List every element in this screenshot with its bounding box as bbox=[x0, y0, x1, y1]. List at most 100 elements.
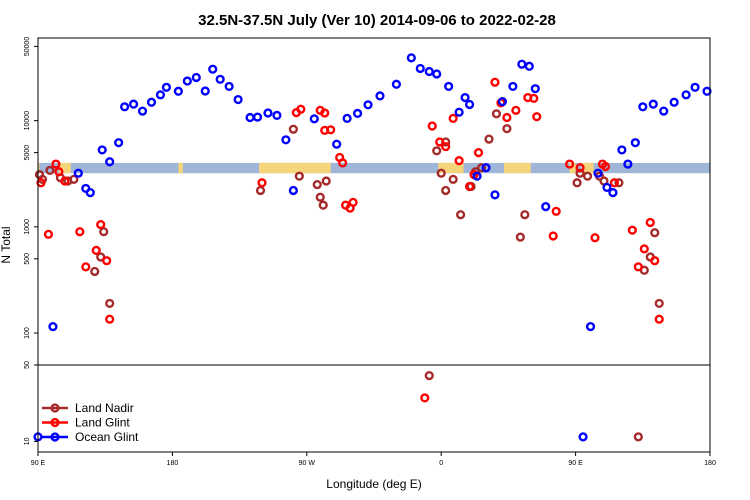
ocean-glint-point bbox=[490, 190, 500, 200]
ocean-glint-point bbox=[281, 135, 291, 145]
ocean-glint-point bbox=[415, 63, 425, 74]
ocean-glint-point bbox=[208, 64, 218, 74]
x-axis-label: Longitude (deg E) bbox=[326, 477, 421, 491]
x-tick-label: 180 bbox=[704, 460, 716, 467]
land-glint-point bbox=[454, 156, 464, 166]
land-glint-point bbox=[575, 163, 585, 173]
x-tick-label: 90 E bbox=[31, 460, 46, 467]
x-tick-label: 90 W bbox=[299, 460, 316, 467]
ocean-glint-point bbox=[578, 432, 588, 442]
ocean-glint-point bbox=[648, 99, 658, 109]
land-glint-point bbox=[532, 112, 542, 122]
ocean-glint-point bbox=[200, 86, 210, 96]
land-glint-point bbox=[551, 206, 561, 216]
y-tick-label: 5000 bbox=[24, 145, 31, 161]
ocean-glint-point bbox=[137, 106, 148, 116]
land-nadir-point bbox=[105, 298, 115, 309]
land-nadir-point bbox=[288, 124, 298, 134]
ticks: 90 E 180 90 W 0 90 E 180 100 500 1000 5000 10000 50… bbox=[24, 37, 716, 467]
ocean-band bbox=[38, 162, 710, 174]
land-glint-point bbox=[296, 104, 306, 114]
land-glint-point bbox=[60, 176, 70, 186]
land-nadir-point bbox=[448, 174, 458, 184]
land-nadir-point bbox=[582, 171, 593, 181]
land-glint-point bbox=[75, 227, 85, 237]
ocean-glint-point bbox=[309, 114, 319, 124]
ocean-glint-point bbox=[114, 138, 124, 148]
ocean-glint-point bbox=[497, 97, 508, 107]
land-glint-point bbox=[511, 105, 521, 115]
land-band-segment bbox=[581, 162, 594, 174]
ocean-glint-point bbox=[508, 81, 518, 92]
land-nadir-point bbox=[315, 192, 325, 202]
land-glint-point bbox=[338, 158, 348, 168]
ocean-glint-point bbox=[472, 171, 482, 181]
ocean-glint-point bbox=[424, 66, 434, 77]
land-glint-point bbox=[320, 108, 330, 118]
land-nadir-point bbox=[69, 174, 79, 184]
y-tick-label: 500 bbox=[24, 253, 31, 265]
land-nadir-point bbox=[432, 146, 442, 156]
y-tick-label: 50 bbox=[24, 361, 31, 369]
ocean-glint-point bbox=[233, 94, 243, 105]
ocean-glint-point bbox=[128, 99, 139, 109]
land-nadir-point bbox=[424, 370, 434, 381]
land-glint-point bbox=[490, 77, 500, 87]
land-glint-point bbox=[81, 262, 91, 272]
land-nadir-point bbox=[441, 185, 451, 196]
ocean-glint-point bbox=[659, 106, 669, 116]
legend-marker bbox=[50, 417, 60, 428]
ocean-glint-point bbox=[155, 90, 166, 100]
ocean-glint-point bbox=[690, 82, 700, 92]
ocean-glint-point bbox=[224, 81, 234, 92]
ocean-glint-point bbox=[352, 108, 363, 118]
ocean-glint-point bbox=[460, 92, 470, 103]
land-glint-point bbox=[609, 178, 620, 188]
land-glint-point bbox=[565, 159, 575, 169]
land-nadir-point bbox=[318, 200, 328, 210]
land-glint-point bbox=[645, 217, 655, 228]
legend-marker bbox=[50, 432, 60, 442]
ocean-glint-point bbox=[161, 82, 172, 92]
land-nadir-point bbox=[575, 168, 585, 178]
land-nadir-point bbox=[520, 210, 530, 220]
ocean-glint-point bbox=[215, 74, 225, 84]
ocean-glint-point bbox=[432, 69, 442, 79]
ocean-glint-point bbox=[406, 53, 416, 63]
land-glint-point bbox=[464, 181, 475, 192]
land-band-segment bbox=[58, 162, 71, 174]
ocean-glint-point bbox=[272, 110, 282, 121]
ocean-glint-point bbox=[120, 102, 130, 112]
land-glint-point bbox=[54, 167, 64, 177]
ocean-glint-point bbox=[391, 79, 402, 89]
y-tick-label: 1000 bbox=[24, 219, 31, 235]
land-glint-point bbox=[420, 393, 430, 403]
ocean-glint-point bbox=[332, 139, 342, 149]
land-band-segment bbox=[38, 162, 40, 174]
land-glint-point bbox=[600, 161, 611, 172]
y-tick-label: 10 bbox=[24, 437, 31, 445]
ocean-glint-point bbox=[454, 107, 464, 117]
land-glint-point bbox=[51, 159, 61, 169]
land-glint-point bbox=[473, 148, 484, 158]
land-glint-point bbox=[448, 113, 458, 123]
ocean-glint-point bbox=[602, 182, 612, 193]
land-nadir-point bbox=[476, 163, 487, 173]
ocean-glint-point bbox=[48, 321, 58, 332]
land-glint-point bbox=[441, 141, 451, 152]
land-nadir-point bbox=[491, 109, 502, 119]
ocean-glint-point bbox=[585, 321, 596, 332]
land-nadir-point bbox=[294, 171, 304, 181]
x-tick-label: 0 bbox=[439, 460, 443, 467]
ocean-glint-point bbox=[623, 159, 633, 169]
land-band-segment bbox=[569, 162, 576, 174]
land-glint-point bbox=[326, 125, 336, 135]
plot-frame bbox=[37, 37, 711, 453]
land-glint-point bbox=[627, 225, 637, 235]
land-glint-point bbox=[654, 314, 664, 324]
ocean-glint-point bbox=[288, 185, 298, 196]
legend-label: Land Glint bbox=[75, 416, 130, 430]
ocean-glint-point bbox=[481, 163, 491, 173]
